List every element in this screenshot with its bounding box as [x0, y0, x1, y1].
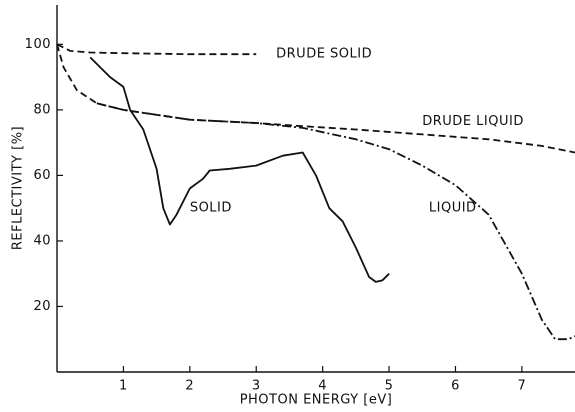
- y-tick-label: 60: [33, 168, 51, 183]
- curve-label: DRUDE SOLID: [276, 47, 372, 62]
- y-tick-label: 40: [33, 233, 51, 248]
- data-line: [56, 43, 257, 56]
- y-tick-label: 100: [25, 37, 51, 52]
- x-tick-label: 4: [318, 379, 327, 394]
- y-axis-label: REFLECTIVITY [%]: [11, 126, 26, 250]
- x-tick-label: 1: [119, 379, 128, 394]
- x-tick-label: 5: [385, 379, 394, 394]
- x-axis-label: PHOTON ENERGY [eV]: [240, 393, 393, 408]
- curve-label: DRUDE LIQUID: [422, 114, 524, 129]
- curve-label: LIQUID: [429, 201, 477, 216]
- y-tick-label: 20: [33, 299, 51, 314]
- x-tick-label: 6: [451, 379, 460, 394]
- x-tick-label: 7: [517, 379, 526, 394]
- data-line: [89, 56, 390, 283]
- y-tick-label: 80: [33, 102, 51, 117]
- x-tick-label: 3: [252, 379, 261, 394]
- curve-label: SOLID: [190, 201, 232, 216]
- x-tick-label: 2: [185, 379, 194, 394]
- data-line: [96, 102, 575, 341]
